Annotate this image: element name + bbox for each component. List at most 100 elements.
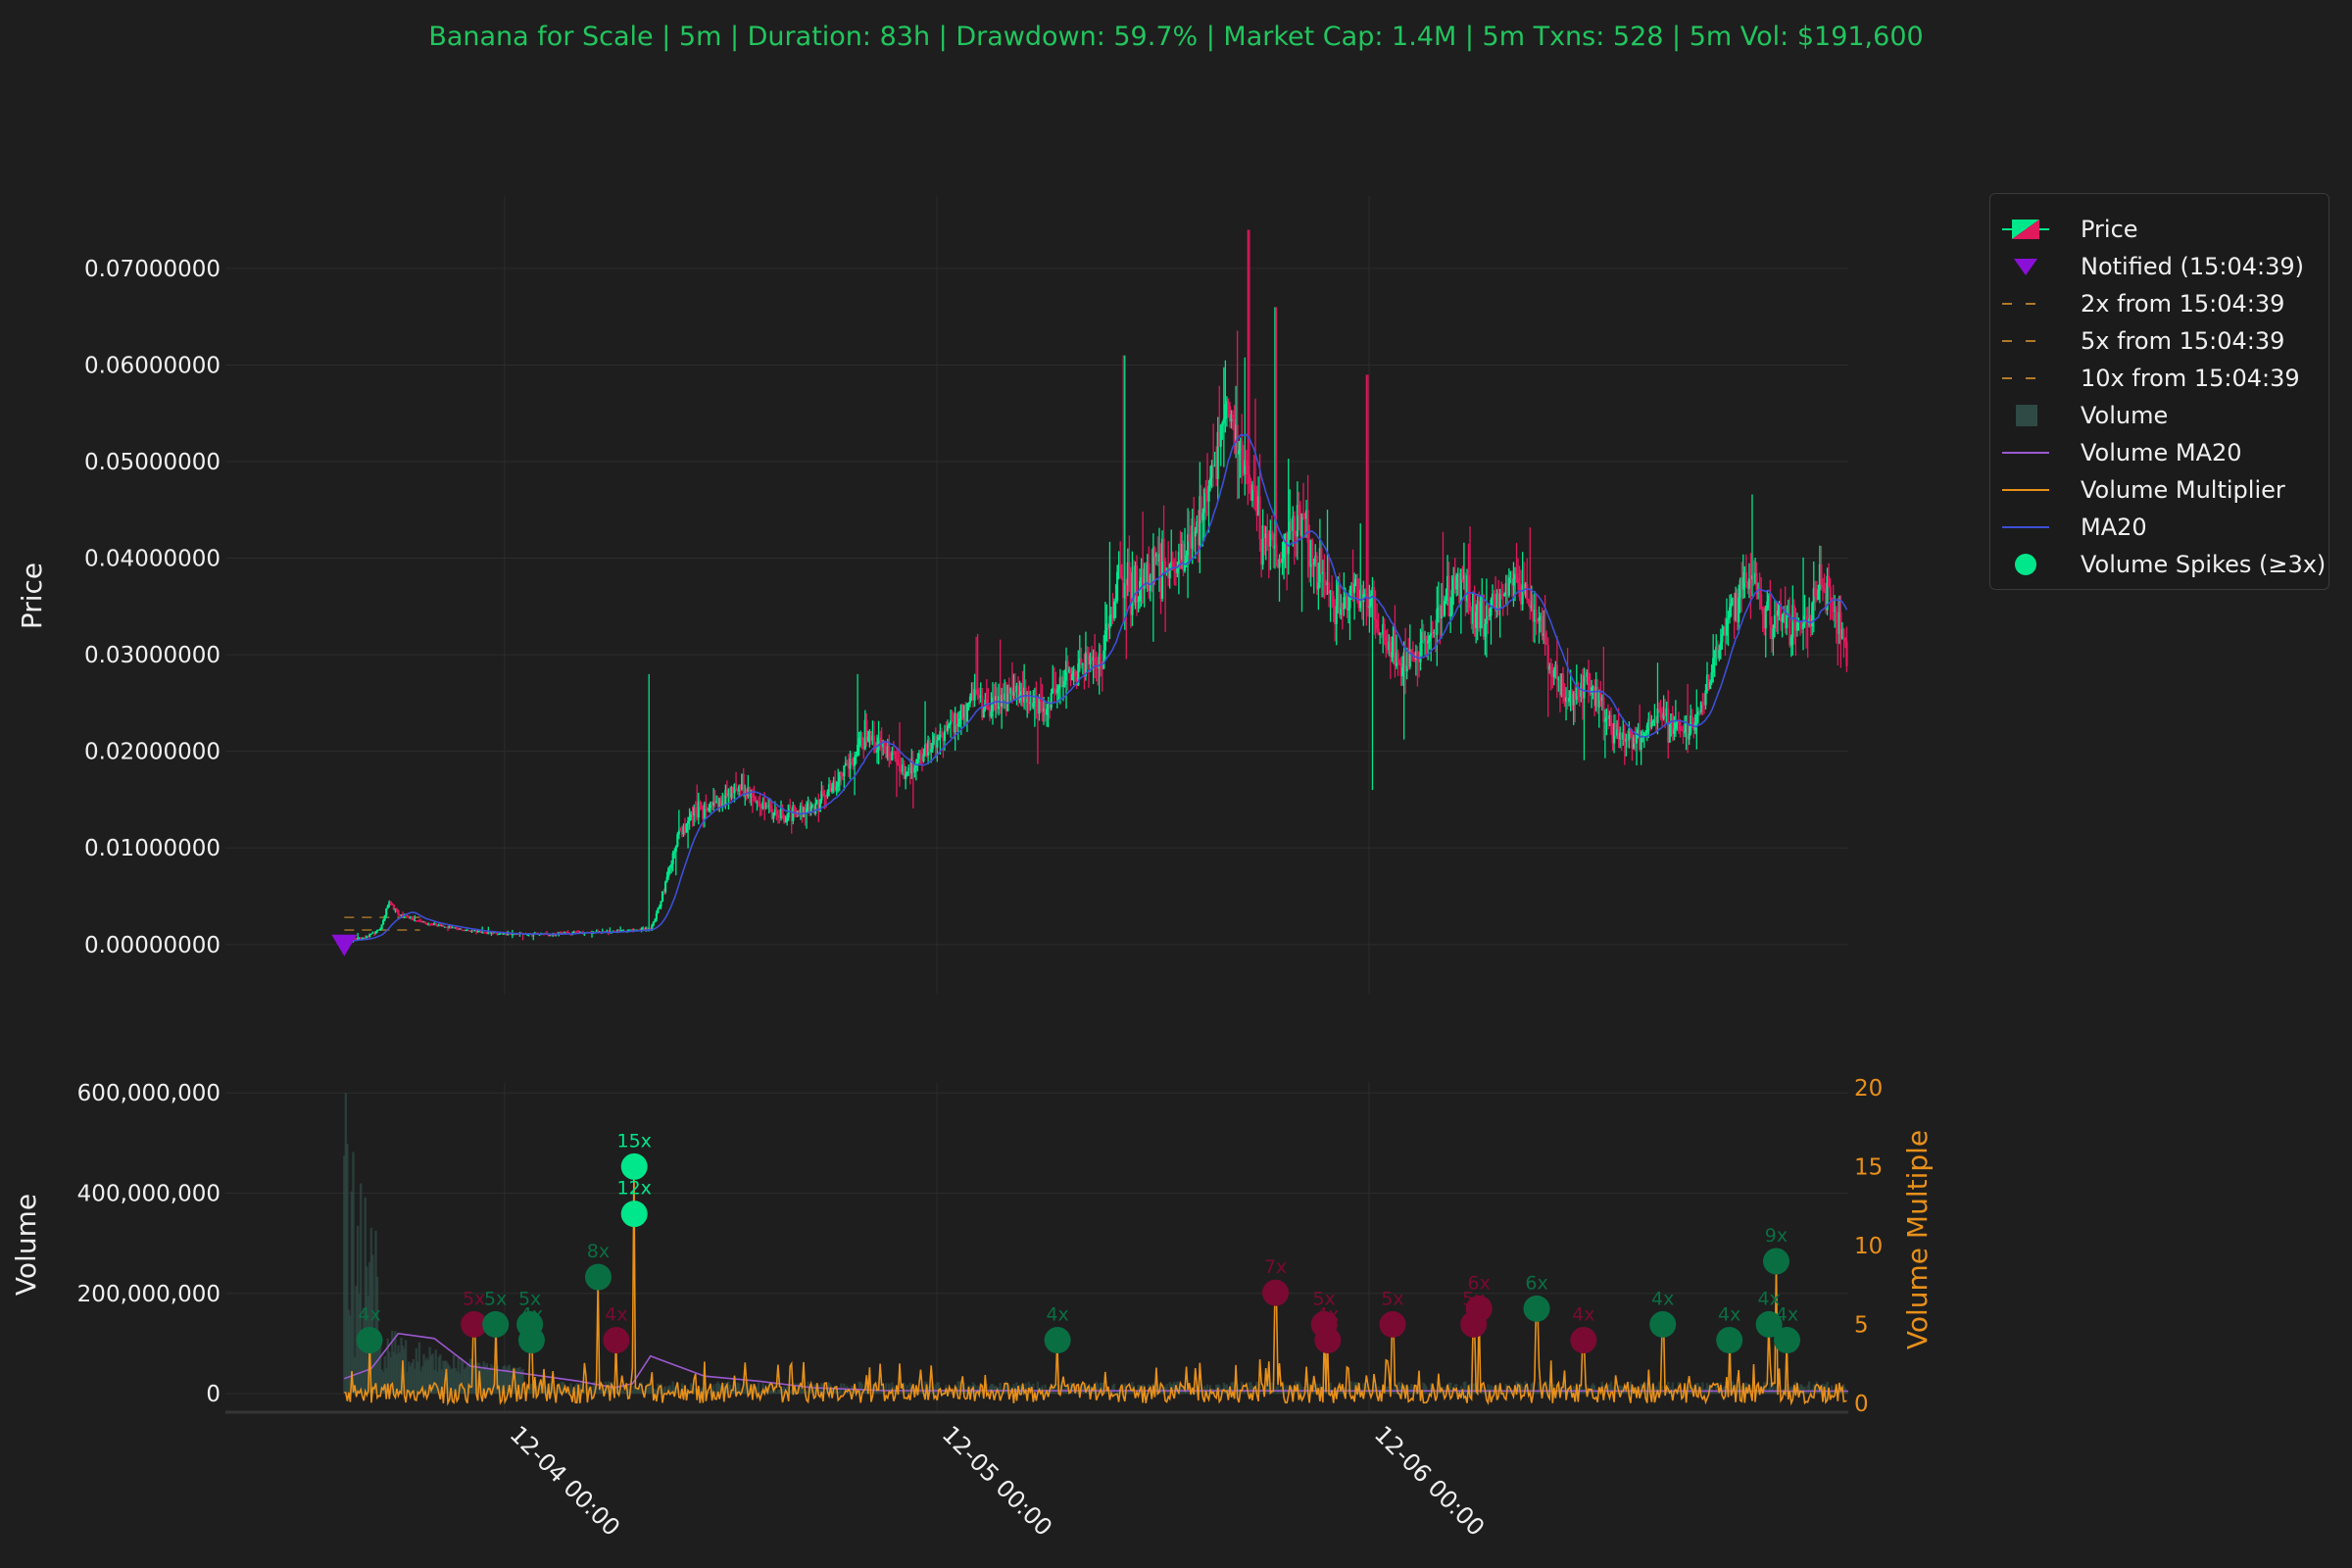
price-candle [485, 932, 488, 934]
price-candle [1653, 718, 1656, 722]
price-candle [812, 805, 815, 814]
price-candle [778, 815, 781, 818]
price-candle [1842, 629, 1845, 638]
volume-bar [539, 1386, 543, 1395]
price-candle [1821, 584, 1825, 589]
volume-bar [510, 1373, 513, 1395]
price-candle [510, 934, 513, 936]
volume-bar [1615, 1392, 1619, 1395]
volume-bar [680, 1383, 684, 1395]
price-candle [1541, 615, 1544, 636]
volume-bar [356, 1225, 360, 1395]
volume-bar [920, 1391, 924, 1395]
price-candle [1334, 607, 1337, 624]
price-candle [507, 932, 510, 935]
price-candle [1241, 440, 1244, 464]
volume-bar [635, 1389, 639, 1395]
price-candle [734, 783, 738, 790]
volume-bar [1332, 1393, 1335, 1395]
price-candle [1298, 515, 1302, 536]
price-candle [1590, 687, 1593, 694]
volume-bar [1830, 1385, 1834, 1395]
price-candle [1642, 733, 1645, 737]
legend-label: MA20 [2081, 514, 2147, 541]
volume-spike-point [1762, 1248, 1789, 1275]
volume-bar [1394, 1383, 1396, 1395]
volume-bar [973, 1384, 976, 1395]
volume-bar [1054, 1392, 1057, 1395]
volume-bar [737, 1383, 741, 1395]
price-candle [962, 706, 965, 718]
price-candle [949, 720, 953, 725]
price-candle [1659, 710, 1662, 718]
volume-bar [452, 1354, 456, 1395]
price-candle [1538, 617, 1541, 621]
price-candle [643, 927, 646, 931]
price-candle [1351, 585, 1354, 593]
volume-bar [412, 1359, 415, 1395]
price-candle [1654, 718, 1658, 723]
volume-spike-point [1755, 1310, 1783, 1338]
volume-bar [1015, 1382, 1018, 1395]
price-candle [872, 735, 876, 743]
volume-bar [744, 1382, 747, 1395]
volume-spikes: 4x5x5x5x4x8x4x15x12x4x7x5x4x5x5x6x6x4x4x… [356, 1130, 1801, 1354]
price-candle [1600, 697, 1603, 701]
volume-bar [374, 1230, 377, 1395]
price-candle [1549, 665, 1552, 676]
volume-bar [1507, 1384, 1511, 1395]
volume-bar [411, 1362, 414, 1395]
volume-bar [830, 1387, 834, 1395]
volume-bar [757, 1382, 760, 1395]
price-candle [1736, 593, 1739, 622]
multiple-tick-label: 20 [1854, 1076, 1883, 1102]
price-candle [1593, 686, 1596, 707]
price-candle [433, 922, 436, 926]
volume-bar [491, 1366, 495, 1395]
price-candle [1449, 613, 1452, 616]
price-candle [1526, 583, 1529, 600]
price-candle [1708, 682, 1712, 690]
line-icon [2002, 526, 2049, 528]
price-candle [1450, 589, 1453, 614]
price-candle [1456, 573, 1459, 576]
volume-bar [906, 1390, 910, 1395]
volume-bar [1786, 1384, 1788, 1395]
volume-bar [1250, 1382, 1252, 1395]
volume-bar [942, 1392, 945, 1395]
volume-bar [519, 1370, 523, 1395]
price-candle [1539, 615, 1543, 618]
legend-label: Volume MA20 [2081, 439, 2242, 466]
price-candle [1459, 568, 1462, 604]
volume-bar [1456, 1392, 1459, 1395]
volume-bar [1329, 1382, 1332, 1395]
volume-bar [914, 1392, 918, 1395]
price-candle [1555, 664, 1558, 679]
price-candle [1012, 690, 1015, 696]
volume-bar [352, 1152, 355, 1395]
volume-bar [1778, 1393, 1781, 1395]
price-candle [1554, 664, 1557, 670]
legend-item-volume: Volume [2002, 397, 2326, 434]
price-candle [1193, 517, 1196, 537]
volume-bar [1829, 1392, 1832, 1395]
volume-bar [425, 1357, 428, 1395]
price-candle [561, 932, 564, 934]
price-candle [374, 931, 377, 934]
volume-bar [906, 1385, 908, 1395]
price-candle [719, 798, 722, 807]
volume-spike-label: 15x [617, 1130, 652, 1152]
volume-bar [1747, 1391, 1751, 1395]
price-candle [1552, 669, 1555, 677]
volume-spike-label: 4x [1316, 1304, 1339, 1326]
volume-bar [999, 1383, 1002, 1395]
price-candle [1041, 701, 1044, 712]
price-candle [1639, 729, 1642, 751]
price-candle [1815, 596, 1818, 600]
volume-bar [798, 1388, 801, 1395]
price-candle [858, 738, 860, 745]
volume-bar [426, 1359, 430, 1395]
volume-bar [1372, 1384, 1376, 1395]
price-candle [1032, 703, 1035, 708]
